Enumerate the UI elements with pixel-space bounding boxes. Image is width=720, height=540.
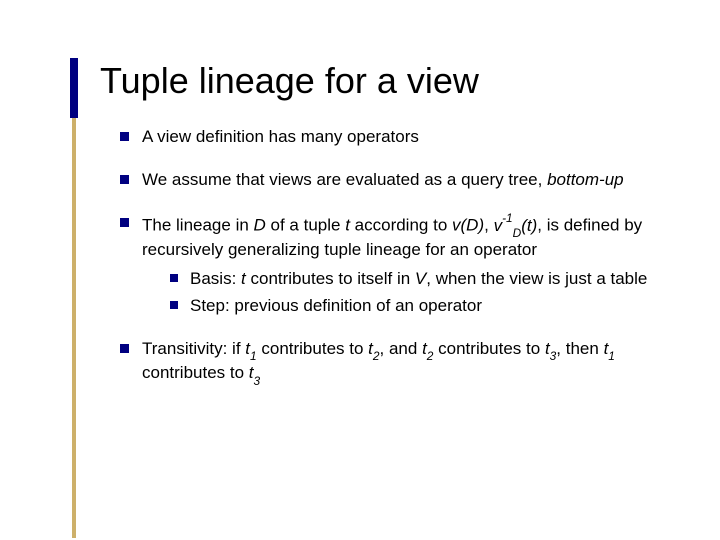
bullet-item: We assume that views are evaluated as a … xyxy=(120,169,670,192)
sub-bullet-item: Step: previous definition of an operator xyxy=(170,295,670,318)
sub-bullet-list: Basis: t contributes to itself in V, whe… xyxy=(170,268,670,318)
slide-content: A view definition has many operators We a… xyxy=(120,126,670,387)
accent-bar xyxy=(70,58,78,118)
bullet-item: The lineage in D of a tuple t according … xyxy=(120,212,670,318)
bullet-item: Transitivity: if t1 contributes to t2, a… xyxy=(120,338,670,387)
bullet-list: A view definition has many operators We a… xyxy=(120,126,670,387)
slide-title: Tuple lineage for a view xyxy=(100,40,670,102)
sub-bullet-item: Basis: t contributes to itself in V, whe… xyxy=(170,268,670,291)
bullet-item: A view definition has many operators xyxy=(120,126,670,149)
slide: Tuple lineage for a view A view definiti… xyxy=(0,0,720,540)
